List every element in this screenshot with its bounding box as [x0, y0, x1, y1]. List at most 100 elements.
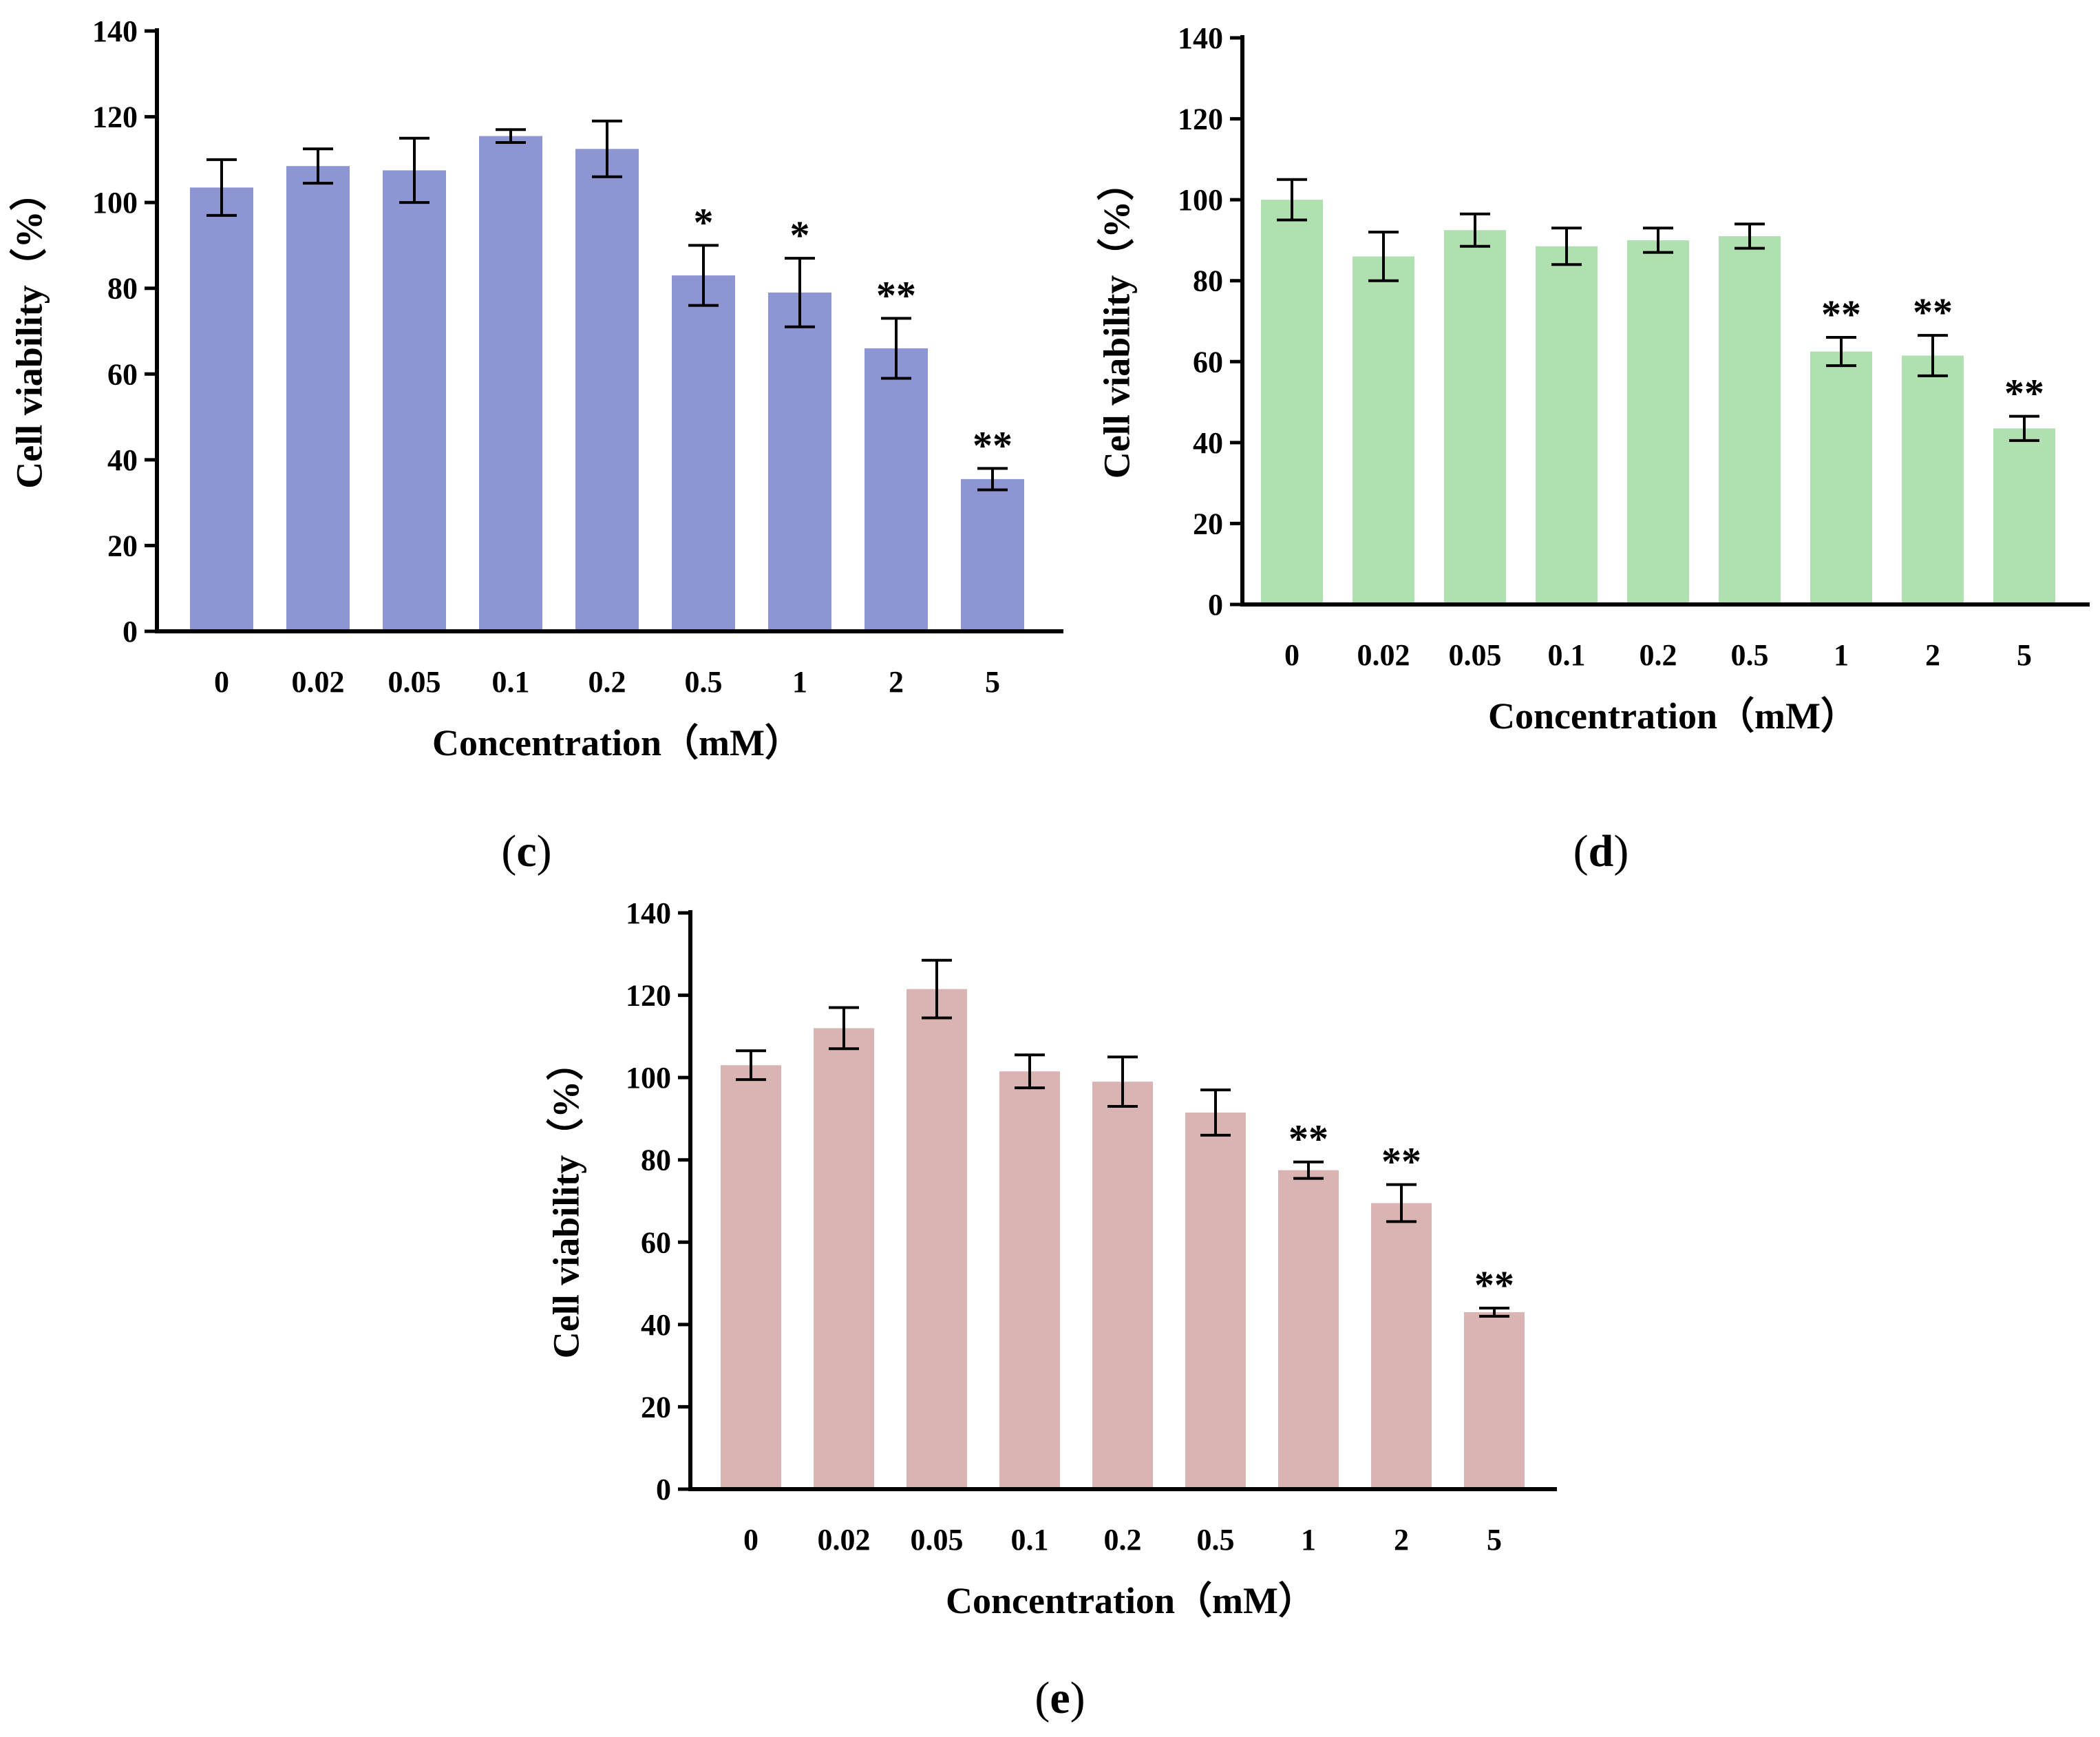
y-tick-label: 80 — [1193, 264, 1223, 298]
x-tick-label: 1 — [792, 665, 807, 699]
error-bar-0.2 — [1107, 1055, 1138, 1108]
error-bar-0 — [1277, 178, 1307, 222]
y-tick-label: 40 — [1193, 426, 1223, 460]
chart-panel-d: ** ** ** 0 20 40 60 80 100 120 140 0 0.02 0.05 0.1 0.2 0… — [1096, 21, 2090, 876]
x-tick-label: 0.02 — [1357, 638, 1410, 672]
bar-0.5 — [1185, 1112, 1246, 1489]
bar-0.05 — [906, 989, 967, 1489]
error-bar-1 — [785, 257, 815, 328]
error-bar-0.05 — [399, 136, 429, 204]
bar-0.2 — [1092, 1082, 1153, 1489]
y-tick-label: 60 — [641, 1225, 671, 1259]
significance-label: ** — [876, 273, 916, 317]
bar-0.1 — [479, 136, 542, 632]
bar-1 — [1278, 1170, 1339, 1489]
y-tick-label: 120 — [1178, 103, 1223, 136]
y-tick-label: 20 — [107, 529, 138, 562]
panel-letter: e — [1050, 1673, 1070, 1723]
error-bar-0.02 — [1368, 231, 1399, 282]
bar-0 — [1261, 200, 1323, 605]
bar-5 — [1464, 1312, 1525, 1489]
error-bar-0.1 — [1015, 1053, 1045, 1090]
y-axis-title: Cell viability（%） — [545, 1044, 586, 1359]
error-bar-0.5 — [688, 244, 719, 307]
significance-label: * — [694, 200, 714, 244]
bar-0.1 — [999, 1071, 1060, 1489]
bar-0.1 — [1536, 246, 1598, 604]
error-bar-2 — [881, 317, 911, 380]
error-bar-5 — [977, 467, 1008, 492]
error-bar-2 — [1386, 1183, 1417, 1223]
x-tick-label: 0.1 — [1011, 1523, 1049, 1557]
x-tick-label: 5 — [2017, 638, 2032, 672]
error-bar-1 — [1293, 1160, 1324, 1180]
bar-0.5 — [1719, 236, 1781, 604]
y-tick-label: 140 — [92, 14, 138, 48]
x-tick-label: 0.05 — [1449, 638, 1502, 672]
bar-0.5 — [672, 275, 735, 631]
significance-label: ** — [1288, 1117, 1328, 1161]
error-bar-0.2 — [592, 119, 622, 178]
x-tick-label: 2 — [1394, 1523, 1409, 1557]
y-tick-label: 40 — [641, 1308, 671, 1342]
y-tick-label: 0 — [1208, 588, 1223, 622]
significance-label: ** — [1913, 290, 1953, 335]
x-tick-label: 0.1 — [492, 665, 530, 699]
error-bar-0.05 — [922, 958, 952, 1020]
error-bar-0 — [736, 1049, 766, 1082]
x-tick-label: 2 — [1925, 638, 1940, 672]
bar-5 — [1993, 428, 2055, 604]
significance-label: ** — [973, 423, 1012, 467]
error-bar-0.1 — [496, 128, 526, 144]
error-bar-0 — [206, 158, 237, 217]
y-tick-label: 140 — [626, 896, 671, 930]
significance-label: * — [790, 213, 810, 257]
significance-label: ** — [2004, 371, 2044, 416]
bar-0.2 — [1627, 240, 1689, 604]
x-tick-label: 0.05 — [388, 665, 441, 699]
error-bar-0.5 — [1735, 222, 1765, 250]
bar-0.05 — [383, 170, 446, 631]
y-axis-title: Cell viability（%） — [1096, 164, 1137, 479]
bar-1 — [768, 292, 831, 631]
x-tick-label: 0.02 — [818, 1523, 871, 1557]
x-tick-label: 0.5 — [1197, 1523, 1235, 1557]
x-tick-label: 0.2 — [1104, 1523, 1142, 1557]
y-tick-label: 0 — [123, 615, 138, 649]
x-tick-label: 0.02 — [292, 665, 345, 699]
bar-0 — [190, 187, 253, 631]
y-tick-label: 100 — [92, 186, 138, 220]
chart-panel-e: ** ** ** 0 20 40 60 80 100 120 140 0 0.02 0.05 0.1 0.2 0… — [545, 896, 1557, 1723]
x-tick-label: 0 — [214, 665, 229, 699]
y-tick-label: 120 — [92, 101, 138, 134]
x-tick-label: 0.1 — [1548, 638, 1586, 672]
x-tick-label: 0.05 — [911, 1523, 964, 1557]
error-bar-0.02 — [303, 147, 333, 185]
significance-label: ** — [1474, 1263, 1514, 1307]
panel-label: (d) — [1573, 826, 1629, 876]
bar-2 — [1902, 355, 1964, 604]
y-tick-label: 60 — [1193, 345, 1223, 379]
y-tick-label: 0 — [656, 1473, 671, 1506]
x-tick-label: 1 — [1834, 638, 1849, 672]
x-tick-label: 0.2 — [588, 665, 626, 699]
error-bar-5 — [2009, 414, 2039, 442]
error-bar-0.2 — [1643, 227, 1673, 254]
bar-0.05 — [1444, 230, 1506, 604]
bar-0.02 — [1353, 256, 1414, 604]
panel-letter: d — [1589, 826, 1614, 876]
significance-label: ** — [1821, 292, 1861, 337]
y-tick-label: 80 — [107, 272, 138, 306]
panel-letter: c — [516, 826, 536, 876]
y-tick-label: 20 — [1193, 507, 1223, 540]
x-tick-label: 0.5 — [685, 665, 723, 699]
y-tick-label: 80 — [641, 1144, 671, 1177]
x-axis-title: Concentration（mM） — [1488, 695, 1858, 737]
x-axis-title: Concentration（mM） — [432, 722, 802, 764]
x-tick-label: 0 — [1284, 638, 1300, 672]
y-tick-label: 60 — [107, 357, 138, 391]
bar-0.02 — [286, 166, 350, 631]
bar-0 — [721, 1065, 781, 1489]
y-tick-label: 100 — [1178, 183, 1223, 217]
bar-5 — [961, 478, 1024, 631]
